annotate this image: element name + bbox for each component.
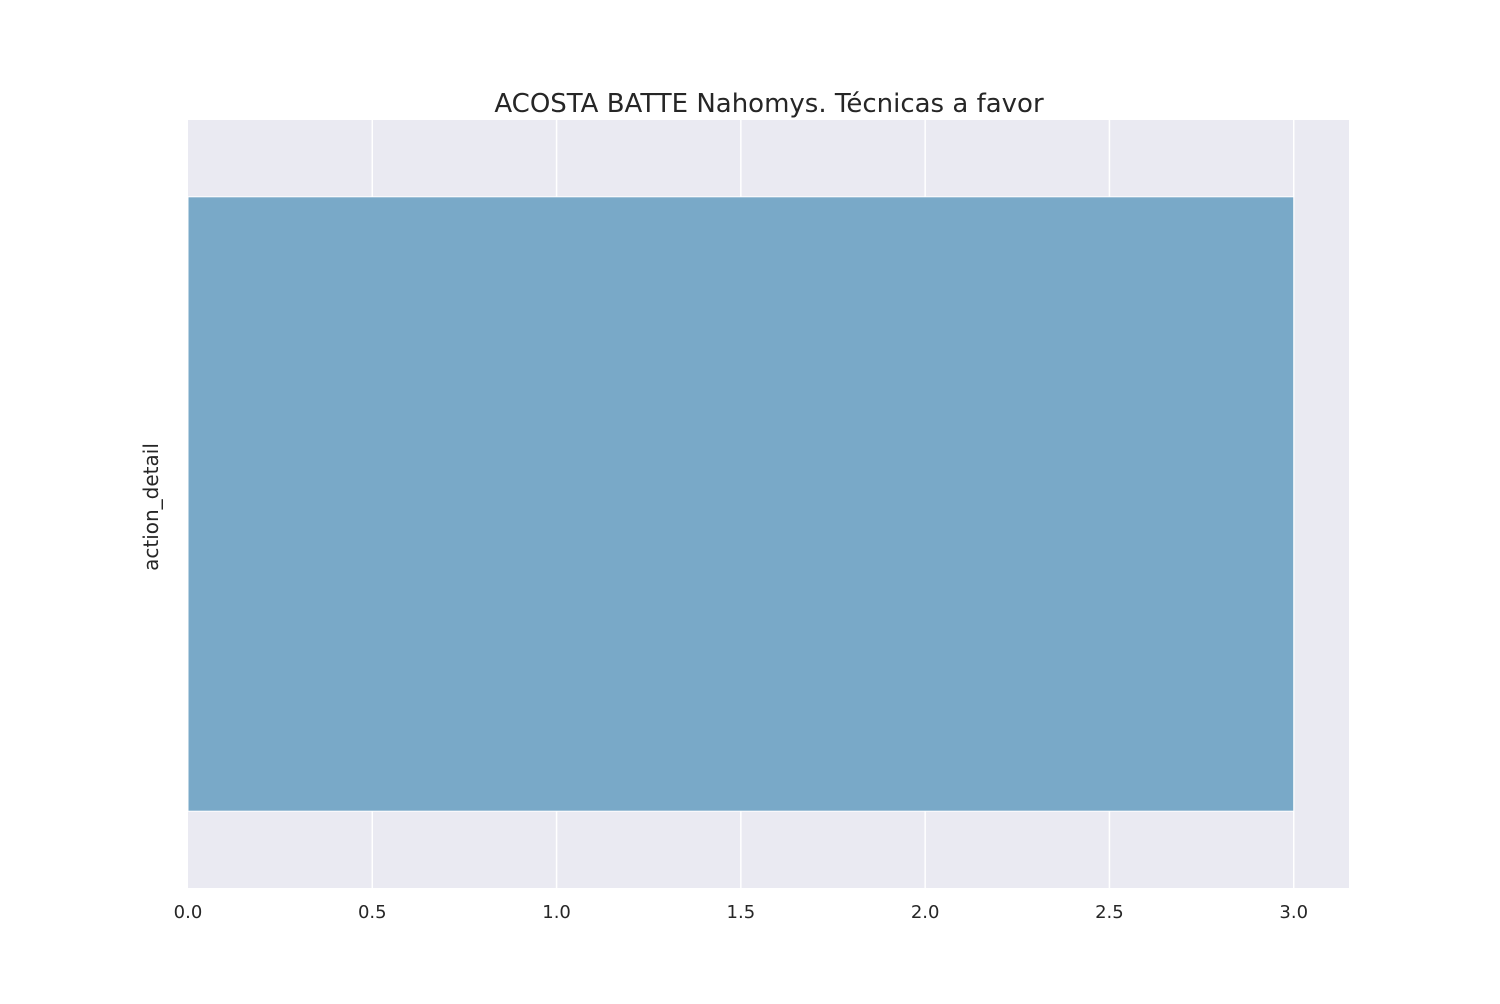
x-tick-label: 2.5 bbox=[1095, 902, 1124, 923]
x-tick-label: 2.0 bbox=[911, 902, 940, 923]
y-axis-label: action_detail bbox=[139, 443, 163, 571]
x-tick-label: 3.0 bbox=[1279, 902, 1308, 923]
bar bbox=[187, 196, 1295, 812]
x-tick-labels: 0.0 0.5 1.0 1.5 2.0 2.5 3.0 bbox=[174, 902, 1308, 923]
x-tick-label: 0.5 bbox=[358, 902, 387, 923]
x-tick-label: 1.5 bbox=[727, 902, 756, 923]
x-tick-label: 1.0 bbox=[542, 902, 571, 923]
x-tick-label: 0.0 bbox=[174, 902, 203, 923]
bars bbox=[187, 196, 1295, 812]
chart-title: ACOSTA BATTE Nahomys. Técnicas a favor bbox=[494, 89, 1044, 119]
